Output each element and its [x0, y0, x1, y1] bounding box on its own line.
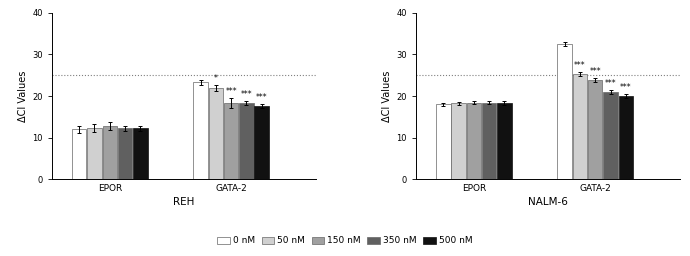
Bar: [133, 129, 148, 179]
Bar: [208, 88, 223, 179]
Bar: [193, 82, 208, 179]
Bar: [255, 106, 269, 179]
X-axis label: NALM-6: NALM-6: [528, 197, 568, 207]
Text: ***: ***: [241, 90, 253, 99]
Bar: [482, 103, 496, 179]
Text: ***: ***: [226, 87, 237, 96]
Y-axis label: ΔCI Values: ΔCI Values: [18, 70, 28, 122]
Bar: [224, 103, 239, 179]
Bar: [603, 92, 618, 179]
X-axis label: REH: REH: [173, 197, 195, 207]
Text: ***: ***: [620, 83, 631, 92]
Bar: [451, 103, 466, 179]
Bar: [118, 128, 132, 179]
Bar: [618, 96, 633, 179]
Bar: [87, 128, 101, 179]
Bar: [103, 126, 117, 179]
Text: ***: ***: [574, 61, 586, 70]
Bar: [72, 129, 86, 179]
Bar: [558, 44, 572, 179]
Y-axis label: ΔCI Values: ΔCI Values: [382, 70, 392, 122]
Bar: [497, 103, 512, 179]
Bar: [588, 80, 602, 179]
Bar: [239, 103, 254, 179]
Bar: [466, 103, 481, 179]
Legend: 0 nM, 50 nM, 150 nM, 350 nM, 500 nM: 0 nM, 50 nM, 150 nM, 350 nM, 500 nM: [214, 233, 476, 249]
Text: *: *: [214, 74, 218, 83]
Text: ***: ***: [589, 67, 601, 76]
Text: ***: ***: [256, 93, 268, 102]
Text: ***: ***: [604, 79, 616, 88]
Bar: [573, 74, 587, 179]
Bar: [436, 104, 451, 179]
